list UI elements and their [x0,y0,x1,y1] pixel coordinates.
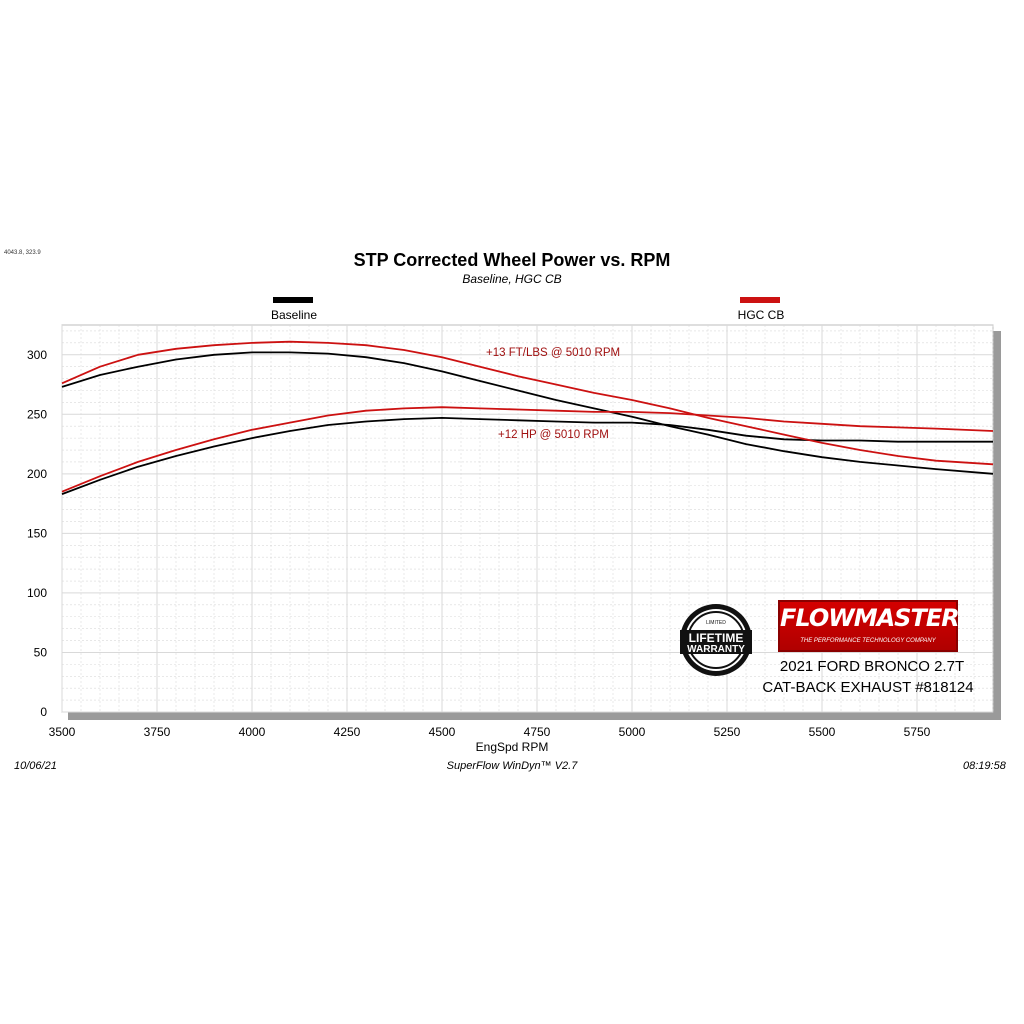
flowmaster-tagline: THE PERFORMANCE TECHNOLOGY COMPANY [800,638,936,644]
footer-software: SuperFlow WinDyn™ V2.7 [446,760,578,772]
plot-area [61,324,994,713]
x-tick-label: 4000 [239,725,266,739]
y-tick-label: 150 [27,526,47,540]
legend-label-hgc: HGC CB [737,308,785,322]
hp-gain-annotation: +12 HP @ 5010 RPM [498,429,609,441]
y-tick-label: 300 [27,348,47,362]
flowmaster-logo: FLOWMASTER THE PERFORMANCE TECHNOLOGY CO… [778,600,960,652]
torque-gain-annotation: +13 FT/LBS @ 5010 RPM [486,347,621,359]
vehicle-caption: 2021 FORD BRONCO 2.7T [779,658,965,675]
svg-text:WARRANTY: WARRANTY [687,644,745,655]
y-tick-label: 250 [27,407,47,421]
series-line-power-hgc [61,406,994,493]
series-line-torque-hgc [61,340,994,466]
footer-time: 08:19:58 [963,760,1006,772]
x-tick-label: 3500 [49,725,76,739]
legend-label-baseline: Baseline [270,308,318,322]
warranty-badge-icon: LIFETIME WARRANTY LIMITED [676,600,756,680]
flowmaster-logo-text: FLOWMASTER [780,604,960,632]
x-tick-label: 5000 [619,725,646,739]
legend-swatch-hgc [740,297,780,303]
x-tick-label: 5750 [904,725,931,739]
legend-swatch-baseline [273,297,313,303]
svg-text:LIFETIME: LIFETIME [689,631,744,645]
chart-title: STP Corrected Wheel Power vs. RPM [353,250,671,270]
y-tick-label: 100 [27,586,47,600]
x-tick-label: 5500 [809,725,836,739]
y-tick-label: 0 [40,705,47,719]
x-tick-label: 4750 [524,725,551,739]
series-line-power-baseline [61,416,993,495]
svg-text:LIMITED: LIMITED [706,620,726,626]
coordinate-readout: 4043.8, 323.9 [4,250,41,256]
chart-subtitle: Baseline, HGC CB [462,272,562,286]
x-axis-label: EngSpd RPM [475,740,549,754]
y-tick-label: 200 [27,467,47,481]
x-tick-label: 4250 [334,725,361,739]
x-tick-label: 3750 [144,725,171,739]
product-caption: CAT-BACK EXHAUST #818124 [762,679,974,696]
footer-date: 10/06/21 [14,760,57,772]
x-tick-label: 4500 [429,725,456,739]
y-tick-label: 50 [34,645,48,659]
series-line-torque-baseline [61,351,994,475]
x-tick-label: 5250 [714,725,741,739]
